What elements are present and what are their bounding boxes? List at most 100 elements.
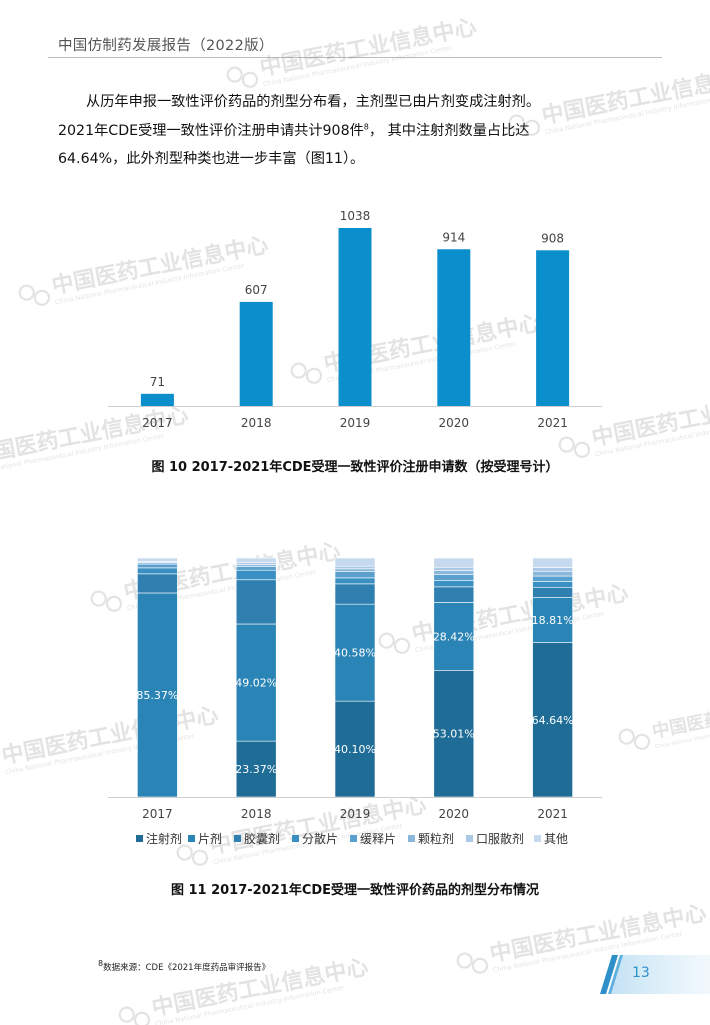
stack-segment	[433, 570, 475, 575]
stack-segment	[334, 583, 376, 605]
header-divider	[48, 57, 662, 58]
segment-value-label: 40.58%	[334, 647, 376, 660]
stack-segment	[137, 563, 178, 569]
stack-segment	[334, 568, 376, 572]
watermark-ring-icon	[118, 1006, 135, 1023]
x-tick-label: 2020	[439, 807, 470, 821]
legend-label: 胶囊剂	[244, 831, 280, 846]
stack-segment	[433, 586, 475, 603]
figure-10-caption: 图 10 2017-2021年CDE受理一致性评价注册申请数（按受理号计）	[151, 460, 559, 475]
report-title: 中国仿制药发展报告（2022版）	[58, 38, 274, 54]
body-line-3: 64.64%，此外剂型种类也进一步丰富（图11）。	[58, 151, 365, 167]
segment-value-label: 23.37%	[235, 763, 277, 776]
watermark-ring-icon	[456, 952, 473, 969]
watermark-subtitle: China National Pharmaceutical Industry I…	[154, 984, 345, 1025]
watermark-ring-icon	[471, 957, 489, 974]
bar-2021	[536, 250, 570, 406]
segment-value-label: 49.02%	[235, 677, 277, 690]
legend-swatch	[234, 835, 241, 842]
stack-segment	[433, 602, 475, 671]
stack-segment	[137, 592, 178, 798]
page-number-stripe	[600, 955, 618, 994]
bar-2019	[338, 228, 372, 406]
legend-label: 口服散剂	[476, 831, 524, 846]
segment-value-label: 64.64%	[532, 714, 574, 727]
legend-swatch	[466, 835, 473, 842]
stack-segment	[137, 567, 178, 575]
legend-label: 其他	[544, 832, 568, 846]
stack-segment	[235, 623, 277, 742]
bar-value-label: 607	[245, 283, 268, 297]
stack-segment	[334, 571, 376, 579]
footnote-ref: 8	[363, 121, 369, 131]
body-line-2-pre: 2021年CDE受理一致性评价注册申请共计908件	[58, 122, 364, 139]
footnote-marker: 8	[98, 959, 104, 969]
legend-swatch	[136, 835, 143, 842]
x-tick-label: 2018	[241, 807, 272, 821]
x-tick-label: 2019	[340, 416, 371, 430]
page-number-decoration	[600, 955, 710, 994]
legend-swatch	[408, 835, 415, 842]
figure-10-bar-chart: 71 2017 607 2018 1038 2019 914 2020 908 2021	[108, 209, 602, 430]
bar-value-label: 71	[150, 375, 165, 389]
stack-segment	[532, 570, 573, 577]
legend-swatch	[292, 835, 299, 842]
footnote: 8数据来源：CDE《2021年度药品审评报告》	[98, 959, 271, 973]
x-tick-label: 2020	[439, 416, 470, 430]
body-paragraph: 从历年申报一致性评价药品的剂型分布看，主剂型已由片剂变成注射剂。 2021年CD…	[58, 88, 658, 174]
body-line-2-post: ， 其中注射剂数量占比达	[368, 122, 530, 139]
segment-value-label: 40.10%	[334, 743, 376, 756]
x-tick-label: 2017	[142, 807, 173, 821]
stack-segment	[532, 557, 573, 568]
legend-swatch	[534, 835, 541, 842]
stack-segment	[532, 575, 573, 582]
stack-segment	[532, 597, 573, 643]
figure-11-stacked-chart: 2017 2018 2019 2020 2021 85.37% 23.37% 49.02% 40…	[108, 557, 602, 846]
stack-segment	[532, 567, 573, 572]
x-tick-label: 2018	[241, 416, 272, 430]
stack-segment	[334, 557, 376, 567]
stack-segment	[235, 566, 277, 571]
bar-value-label: 914	[442, 230, 465, 244]
segment-value-label: 28.42%	[433, 630, 475, 643]
bar-2018	[239, 301, 273, 406]
segment-value-label: 18.81%	[532, 614, 574, 627]
bar-2017	[140, 393, 174, 406]
body-line-2: 2021年CDE受理一致性评价注册申请共计908件8， 其中注射剂数量占比达	[58, 117, 658, 146]
watermark-ring-icon	[133, 1011, 151, 1025]
legend-label: 颗粒剂	[418, 831, 454, 846]
stack-segment	[433, 580, 475, 588]
stack-segment	[235, 579, 277, 625]
bar-2020	[437, 249, 471, 406]
figure-11-caption: 图 11 2017-2021年CDE受理一致性评价药品的剂型分布情况	[170, 883, 540, 898]
legend-label: 缓释片	[360, 832, 396, 846]
bar-value-label: 908	[541, 231, 564, 245]
stack-segment	[532, 642, 573, 798]
legend-label: 注射剂	[146, 831, 182, 846]
x-tick-label: 2021	[537, 416, 568, 430]
stack-segment	[334, 603, 376, 702]
stack-segment	[433, 566, 475, 571]
footnote-text: 数据来源：CDE《2021年度药品审评报告》	[103, 963, 271, 973]
segment-value-label: 85.37%	[136, 689, 178, 702]
x-tick-label: 2017	[142, 416, 173, 430]
page-number: 13	[632, 965, 650, 981]
legend-swatch	[350, 835, 357, 842]
stack-segment	[334, 565, 376, 570]
stack-segment	[433, 670, 475, 798]
legend-label: 分散片	[302, 831, 338, 846]
stack-segment	[433, 574, 475, 581]
body-line-1: 从历年申报一致性评价药品的剂型分布看，主剂型已由片剂变成注射剂。	[86, 94, 541, 110]
stack-segment	[137, 573, 178, 594]
x-tick-label: 2021	[537, 807, 568, 821]
stack-segment	[334, 577, 376, 585]
stack-segment	[235, 557, 277, 563]
page-number-stripe-thin	[608, 955, 623, 994]
stack-segment	[433, 557, 475, 568]
segment-value-label: 53.01%	[433, 728, 475, 741]
stack-segment	[137, 557, 178, 562]
bar-value-label: 1038	[340, 209, 371, 223]
stack-segment	[235, 569, 277, 581]
legend-swatch	[188, 835, 195, 842]
stack-segment	[235, 562, 277, 565]
